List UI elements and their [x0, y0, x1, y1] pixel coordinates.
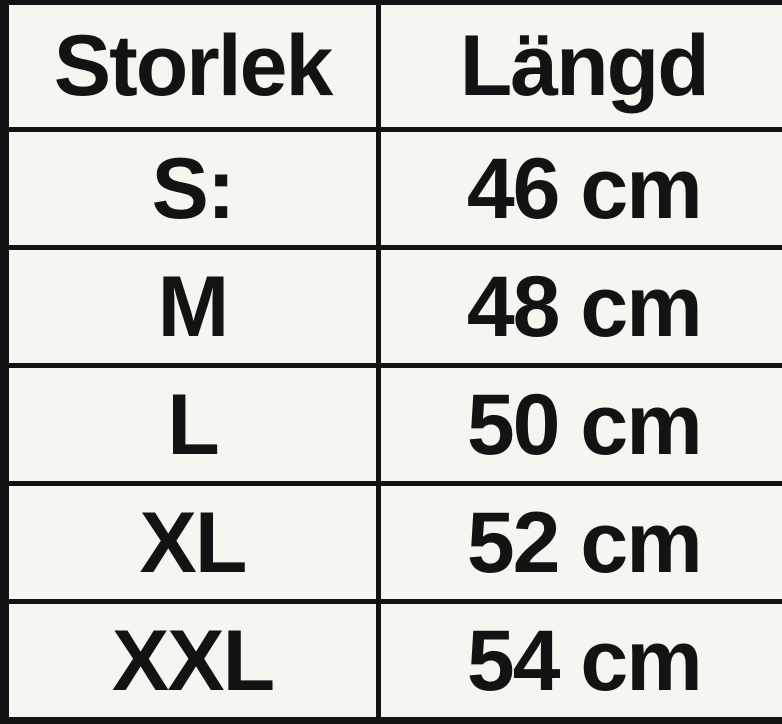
- column-header-size: Storlek: [5, 3, 379, 130]
- length-cell: 54 cm: [379, 602, 782, 721]
- length-cell: 52 cm: [379, 484, 782, 602]
- table-row-xxl: XXL 54 cm: [5, 602, 782, 721]
- table-row-s: S: 46 cm: [5, 130, 782, 248]
- table-row-m: M 48 cm: [5, 248, 782, 366]
- table-row-l: L 50 cm: [5, 366, 782, 484]
- size-cell: S:: [5, 130, 379, 248]
- table-header-row: Storlek Längd: [5, 3, 782, 130]
- length-cell: 50 cm: [379, 366, 782, 484]
- size-cell: XXL: [5, 602, 379, 721]
- size-cell: L: [5, 366, 379, 484]
- table-row-xl: XL 52 cm: [5, 484, 782, 602]
- size-cell: XL: [5, 484, 379, 602]
- length-cell: 48 cm: [379, 248, 782, 366]
- size-cell: M: [5, 248, 379, 366]
- length-cell: 46 cm: [379, 130, 782, 248]
- column-header-length: Längd: [379, 3, 782, 130]
